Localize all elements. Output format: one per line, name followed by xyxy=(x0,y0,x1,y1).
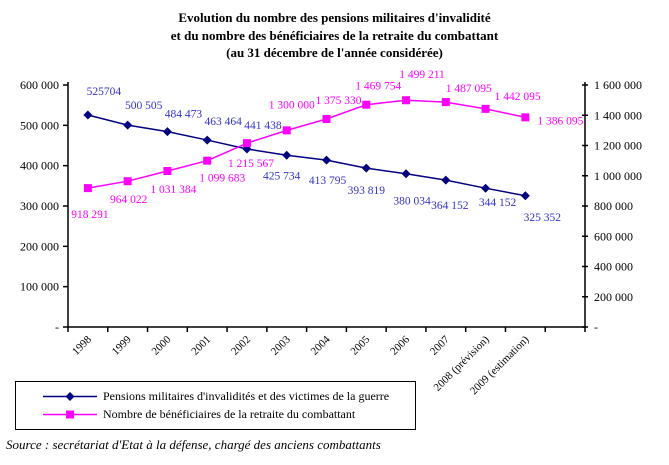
series-line xyxy=(87,114,526,197)
square-marker-icon xyxy=(83,184,92,193)
square-marker-icon xyxy=(242,139,251,148)
square-marker-icon xyxy=(282,126,291,135)
diamond-marker-icon xyxy=(441,175,451,185)
data-label: 380 034 xyxy=(393,196,431,208)
legend-marker-square-icon xyxy=(43,410,97,419)
source-note: Source : secrétariat d'Etat à la défense… xyxy=(6,437,381,452)
y-axis-tick-label-right: 800 000 xyxy=(594,199,633,213)
y-axis-tick-label-right: 1 000 000 xyxy=(594,169,642,183)
legend-item-retraite: Nombre de bénéficiaires de la retraite d… xyxy=(42,407,415,422)
data-label: 425 734 xyxy=(263,170,301,182)
data-label: 1 386 095 xyxy=(537,115,583,127)
square-marker-icon xyxy=(441,98,450,107)
x-axis-label: 1998 xyxy=(70,333,94,357)
diamond-marker-icon xyxy=(361,163,371,173)
data-label: 1 442 095 xyxy=(495,91,541,103)
square-marker-icon xyxy=(163,167,172,176)
square-marker-icon xyxy=(362,100,371,109)
diamond-marker-icon xyxy=(322,155,331,165)
data-label: 918 291 xyxy=(71,209,109,221)
square-icon xyxy=(66,410,74,419)
y-axis-tick-label-left: 200 000 xyxy=(20,239,59,253)
x-axis-label: 2000 xyxy=(150,333,174,357)
y-axis-tick-label-right: 400 000 xyxy=(594,260,633,274)
x-axis-label: 2006 xyxy=(388,333,412,357)
legend-label-pensions: Pensions militaires d'invalidités et des… xyxy=(103,389,390,403)
data-label: 1 215 567 xyxy=(228,158,274,170)
chart-title-line-2: et du nombre des bénéficiaires de la ret… xyxy=(170,27,499,43)
legend-marker-diamond-icon xyxy=(43,392,97,401)
data-label: 1 300 000 xyxy=(269,99,315,111)
chart-title: Evolution du nombre des pensions militai… xyxy=(0,9,669,62)
diamond-marker-icon xyxy=(123,120,133,130)
y-axis-tick-label-right: 1 200 000 xyxy=(594,139,642,153)
x-axis-label: 2002 xyxy=(229,334,253,358)
diamond-marker-icon xyxy=(282,150,292,160)
data-label: 484 473 xyxy=(165,109,203,121)
data-label: 463 464 xyxy=(205,116,243,128)
data-label: 344 152 xyxy=(479,197,517,209)
series-line xyxy=(87,99,526,189)
data-label: 1 031 384 xyxy=(150,184,196,196)
y-axis-tick-label-left: 300 000 xyxy=(20,199,59,213)
square-marker-icon xyxy=(203,156,212,165)
axes xyxy=(63,82,588,332)
data-label: 364 152 xyxy=(431,200,469,212)
diamond-marker-icon xyxy=(83,110,93,120)
diamond-marker-icon xyxy=(401,169,411,179)
diamond-marker-icon xyxy=(162,127,172,137)
x-axis-label: 2001 xyxy=(189,334,213,358)
x-axis-label: 2003 xyxy=(269,333,293,357)
x-axis-label: 2007 xyxy=(428,333,452,357)
data-label: 500 505 xyxy=(125,100,163,112)
x-axis-label: 1999 xyxy=(110,333,134,357)
diamond-marker-icon xyxy=(481,183,491,193)
data-label: 1 375 330 xyxy=(316,95,362,107)
series-retraite xyxy=(83,96,530,193)
x-axis-label: 2005 xyxy=(348,333,372,357)
chart-title-line-3: (au 31 décembre de l'année considérée) xyxy=(226,45,443,60)
data-label: 1 099 683 xyxy=(199,173,245,185)
square-marker-icon xyxy=(402,96,411,105)
chart-title-line-1: Evolution du nombre des pensions militai… xyxy=(178,10,491,25)
data-label: 525704 xyxy=(87,86,122,98)
y-axis-tick-label-left: 400 000 xyxy=(20,159,59,173)
data-label: 325 352 xyxy=(524,212,562,224)
diamond-marker-icon xyxy=(202,135,212,145)
data-label: 441 438 xyxy=(244,120,282,132)
data-label: 964 022 xyxy=(110,194,148,206)
series-pensions xyxy=(83,110,530,201)
diamond-marker-icon xyxy=(520,191,530,201)
y-axis-tick-label-right: 1 600 000 xyxy=(594,78,642,92)
y-axis-tick-label-right: 200 000 xyxy=(594,290,633,304)
data-label: 413 795 xyxy=(309,175,347,187)
square-marker-icon xyxy=(123,177,132,186)
y-axis-tick-label-right: - xyxy=(594,320,598,334)
legend-item-pensions: Pensions militaires d'invalidités et des… xyxy=(42,389,415,404)
y-axis-tick-label-left: - xyxy=(55,320,59,334)
square-marker-icon xyxy=(521,113,530,122)
data-label: 1 487 095 xyxy=(446,83,492,95)
y-axis-tick-label-right: 1 400 000 xyxy=(594,108,642,122)
diamond-icon xyxy=(65,392,75,401)
x-axis-label: 2004 xyxy=(309,333,333,357)
y-axis-tick-label-left: 500 000 xyxy=(20,118,59,132)
data-label: 1 469 754 xyxy=(355,81,401,93)
square-marker-icon xyxy=(481,104,490,113)
data-label: 1 499 211 xyxy=(399,69,445,81)
y-axis-tick-label-left: 600 000 xyxy=(20,78,59,92)
data-label: 393 819 xyxy=(348,185,386,197)
legend-label-retraite: Nombre de bénéficiaires de la retraite d… xyxy=(103,407,356,421)
square-marker-icon xyxy=(322,114,331,123)
y-axis-tick-label-right: 600 000 xyxy=(594,229,633,243)
y-axis-tick-label-left: 100 000 xyxy=(20,280,59,294)
legend: Pensions militaires d'invalidités et des… xyxy=(15,381,416,430)
